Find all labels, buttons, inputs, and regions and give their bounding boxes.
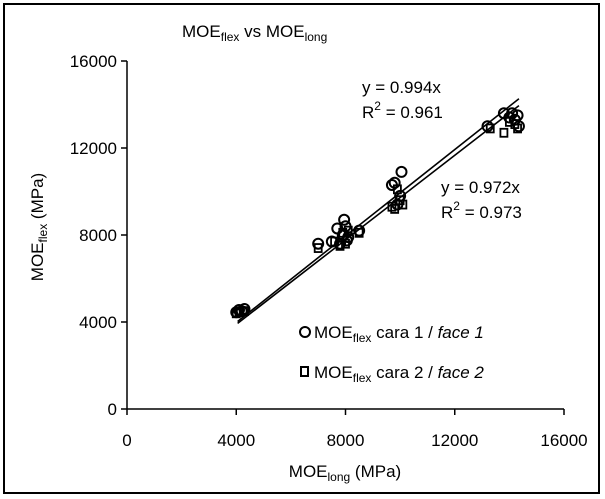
y-tick-label: 8000 [79, 226, 117, 245]
point-series-2 [338, 227, 348, 238]
x-tick-label: 12000 [431, 431, 478, 450]
point-series-1 [395, 165, 408, 178]
point-series-2 [240, 306, 249, 317]
legend-item-face-2: MOEflex cara 2 / face 2 [314, 363, 484, 385]
series-1-r2: R2 = 0.961 [362, 99, 443, 122]
y-tick-label: 16000 [70, 52, 117, 71]
point-series-2 [341, 238, 350, 249]
point-series-2 [504, 117, 514, 127]
y-axis-label: MOEflex (MPa) [28, 173, 50, 281]
point-series-1 [353, 224, 366, 237]
point-series-2 [485, 123, 495, 134]
point-series-2 [313, 243, 323, 253]
point-series-2 [335, 240, 345, 251]
x-tick-label: 4000 [217, 431, 255, 450]
legend-item-face-1: MOEflex cara 1 / face 1 [314, 323, 484, 345]
y-tick-label: 0 [108, 400, 117, 419]
point-series-2 [234, 307, 244, 318]
point-series-2 [513, 123, 522, 134]
data-points [230, 107, 525, 319]
point-series-1 [312, 237, 325, 250]
point-series-2 [499, 127, 509, 138]
y-tick-label: 4000 [79, 313, 117, 332]
series-2-equation: y = 0.972x [441, 178, 520, 197]
series-2-r2: R2 = 0.973 [441, 199, 522, 222]
y-tick-label: 12000 [70, 139, 117, 158]
x-tick-label: 8000 [327, 431, 365, 450]
series-1-equation: y = 0.994x [362, 78, 441, 97]
axes: 0 4000 8000 12000 16000 0 4000 8000 12000 16000 [70, 52, 588, 450]
x-axis-label: MOElong (MPa) [289, 462, 401, 484]
legend-marker-circle [299, 326, 311, 338]
point-series-2 [343, 225, 353, 236]
legend: MOEflex cara 1 / face 1 MOEflex cara 2 /… [299, 323, 484, 385]
scatter-chart: MOEflex vs MOElong 0 4000 8000 12000 16000 0 4… [28, 22, 588, 484]
legend-marker-square [300, 366, 309, 377]
trendline-series-2 [237, 104, 520, 325]
trendline-series-1 [237, 98, 520, 323]
chart-frame: MOEflex vs MOElong 0 4000 8000 12000 16000 0 4… [3, 3, 600, 494]
point-series-2 [392, 184, 402, 195]
point-series-2 [398, 199, 408, 210]
x-tick-label: 0 [122, 431, 131, 450]
point-series-2 [390, 203, 400, 214]
point-series-2 [354, 227, 364, 238]
trendlines [237, 98, 520, 325]
chart-title: MOEflex vs MOElong [182, 22, 327, 44]
point-series-1 [338, 213, 351, 226]
x-tick-label: 16000 [540, 431, 587, 450]
